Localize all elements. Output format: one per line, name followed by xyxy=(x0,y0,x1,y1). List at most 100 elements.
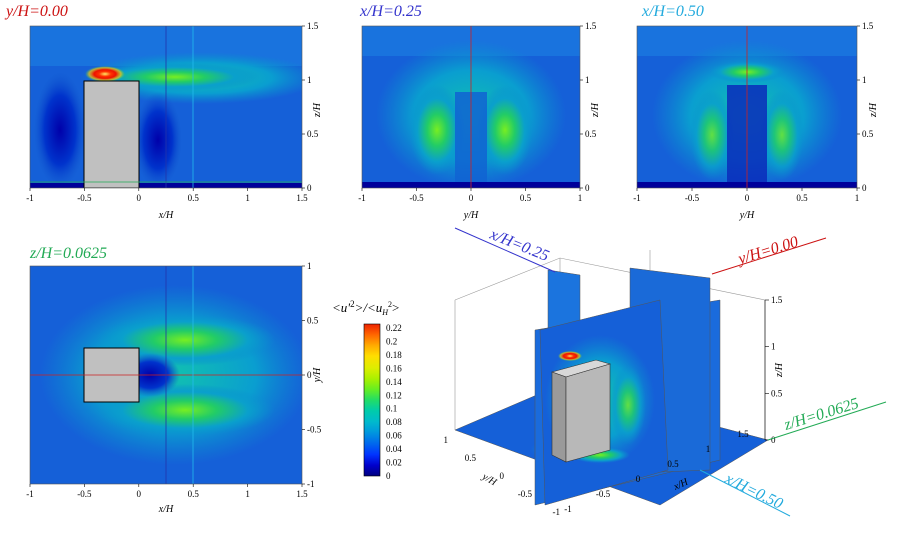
x3d-tick-label: 1 xyxy=(706,444,711,454)
y3d-tick-label: 0.5 xyxy=(465,453,477,463)
y-tick-label: 0 xyxy=(307,370,312,380)
y3d-tick-label: 0 xyxy=(500,471,505,481)
y-tick-label: 1 xyxy=(307,261,312,271)
x-tick-label: -1 xyxy=(633,193,641,203)
x-tick-label: 0 xyxy=(745,193,750,203)
y-tick-label: 0 xyxy=(307,183,312,193)
view-3d: 0 0.5 1 1.5 z/H 1 0.5 0 -0.5 -1 y/H -1 -0.5 0 0.5 1 1.5 x… xyxy=(444,226,887,517)
panel-title-x050: x/H=0.50 xyxy=(641,3,704,20)
ylabel-p3: z/H xyxy=(868,102,879,118)
xlabel-p4: x/H xyxy=(158,504,174,515)
recirculation-zone xyxy=(134,92,182,188)
colorbar-tick-label: 0.14 xyxy=(386,377,402,387)
panel-title-y000: y/H=0.00 xyxy=(4,3,68,20)
x-tick-label: 0 xyxy=(137,489,142,499)
x-tick-label: 0.5 xyxy=(796,193,808,203)
x-tick-label: 1 xyxy=(245,489,250,499)
x3d-tick-label: 0.5 xyxy=(667,459,679,469)
building-block xyxy=(83,80,140,188)
y-tick-label: 0.5 xyxy=(585,129,597,139)
xlabel-p2: y/H xyxy=(463,210,479,221)
x-tick-label: 1 xyxy=(245,193,250,203)
x-tick-label: 0 xyxy=(469,193,474,203)
y-tick-label: 0.5 xyxy=(307,129,319,139)
panel-title-x025: x/H=0.25 xyxy=(359,3,422,20)
y3d-tick-label: 1 xyxy=(444,435,449,445)
x-tick-label: 1 xyxy=(578,193,583,203)
colorbar-tick-label: 0.08 xyxy=(386,417,402,427)
panel-title-z0625: z/H=0.0625 xyxy=(29,245,107,262)
y-tick-label: 0.5 xyxy=(862,129,874,139)
x-tick-label: -1 xyxy=(26,489,34,499)
colorbar-tick-label: 0 xyxy=(386,471,391,481)
colorbar-tick-label: 0.18 xyxy=(386,350,402,360)
ylabel-p2: z/H xyxy=(590,102,601,118)
y3d-axis-title: y/H xyxy=(479,471,499,489)
colorbar-tick-label: 0.06 xyxy=(386,431,402,441)
x-tick-label: 1 xyxy=(855,193,860,203)
z-axis-title: z/H xyxy=(774,362,785,378)
colorbar-tick-label: 0.04 xyxy=(386,444,402,454)
building-front xyxy=(565,363,611,463)
ylabel-p4: y/H xyxy=(312,367,323,383)
colorbar-tick-label: 0.02 xyxy=(386,458,402,468)
x-tick-label: 0.5 xyxy=(188,193,200,203)
z-tick-label: 1.5 xyxy=(771,295,783,305)
x-tick-label: -0.5 xyxy=(409,193,424,203)
upper-lobe xyxy=(95,314,275,366)
panel-z0625: z/H=0.0625 -1 -0.5 0 0.5 1 1.5-1-0.500.51 x/H… xyxy=(26,245,323,515)
z-tick-label: 1 xyxy=(771,342,776,352)
upstream-low-zone xyxy=(34,72,86,188)
x-tick-label: 1.5 xyxy=(296,489,308,499)
x-tick-label: 0.5 xyxy=(188,489,200,499)
ylabel-p1: z/H xyxy=(312,102,323,118)
x3d-tick-label: -1 xyxy=(564,504,572,514)
x3d-tick-label: -0.5 xyxy=(596,489,611,499)
x-tick-label: -0.5 xyxy=(685,193,700,203)
x-tick-label: -0.5 xyxy=(77,193,92,203)
x3d-tick-label: 0 xyxy=(636,474,641,484)
z-tick-label: 0 xyxy=(771,435,776,445)
x3d-tick-label: 1.5 xyxy=(737,429,749,439)
y3d-tick-label: -0.5 xyxy=(518,489,533,499)
y-tick-label: -1 xyxy=(307,479,315,489)
left-vortex xyxy=(690,90,734,180)
colorbar-tick-label: 0.22 xyxy=(386,323,402,333)
panel-x050: x/H=0.50 -1 -0.5 0 0.5 100.511.5 y/H z/H xyxy=(633,3,879,221)
right-vortex xyxy=(760,90,804,180)
label-3d-z0625: z/H=0.0625 xyxy=(781,395,861,434)
peak-spot-3d xyxy=(558,351,582,361)
x-tick-label: 0 xyxy=(137,193,142,203)
y-tick-label: 0 xyxy=(585,183,590,193)
label-3d-y000: y/H=0.00 xyxy=(734,233,800,268)
panel-x025: x/H=0.25 -1 -0.5 0 0.5 100.511.5 y/H z/H xyxy=(358,3,601,221)
y-tick-label: 1 xyxy=(307,75,312,85)
y-tick-label: 1.5 xyxy=(307,21,319,31)
x-tick-label: 1.5 xyxy=(296,193,308,203)
x-tick-label: -0.5 xyxy=(77,489,92,499)
colorbar-tick-label: 0.16 xyxy=(386,363,402,373)
left-vortex xyxy=(409,85,465,175)
y-tick-label: 1 xyxy=(585,75,590,85)
right-vortex xyxy=(477,85,533,175)
z-tick-label: 0.5 xyxy=(771,388,783,398)
peak-spot xyxy=(85,66,125,82)
colorbar-tick-label: 0.2 xyxy=(386,336,397,346)
y-tick-label: -0.5 xyxy=(307,425,322,435)
xlabel-p1: x/H xyxy=(158,210,174,221)
y-tick-label: 0 xyxy=(862,183,867,193)
lower-lobe xyxy=(95,384,275,436)
label-3d-x025: x/H=0.25 xyxy=(487,226,552,265)
xlabel-p3: y/H xyxy=(739,210,755,221)
label-3d-x050: x/H=0.50 xyxy=(721,470,785,513)
colorbar-tick-label: 0.12 xyxy=(386,390,402,400)
x-tick-label: -1 xyxy=(26,193,34,203)
colorbar-scale xyxy=(363,323,381,477)
y-tick-label: 1 xyxy=(862,75,867,85)
colorbar: <u'2>/<uH2> 0.22 0.2 0.18 0.16 0.14 0.12 0.1 0.… xyxy=(332,299,402,481)
panel-y000: y/H=0.00 -1 -0.5 0 0.5 1 1.500.511.5 x/H z/H xyxy=(4,3,323,221)
x-tick-label: 0.5 xyxy=(520,193,532,203)
colorbar-title: <u'2>/<uH2> xyxy=(332,299,399,317)
x-tick-label: -1 xyxy=(358,193,366,203)
